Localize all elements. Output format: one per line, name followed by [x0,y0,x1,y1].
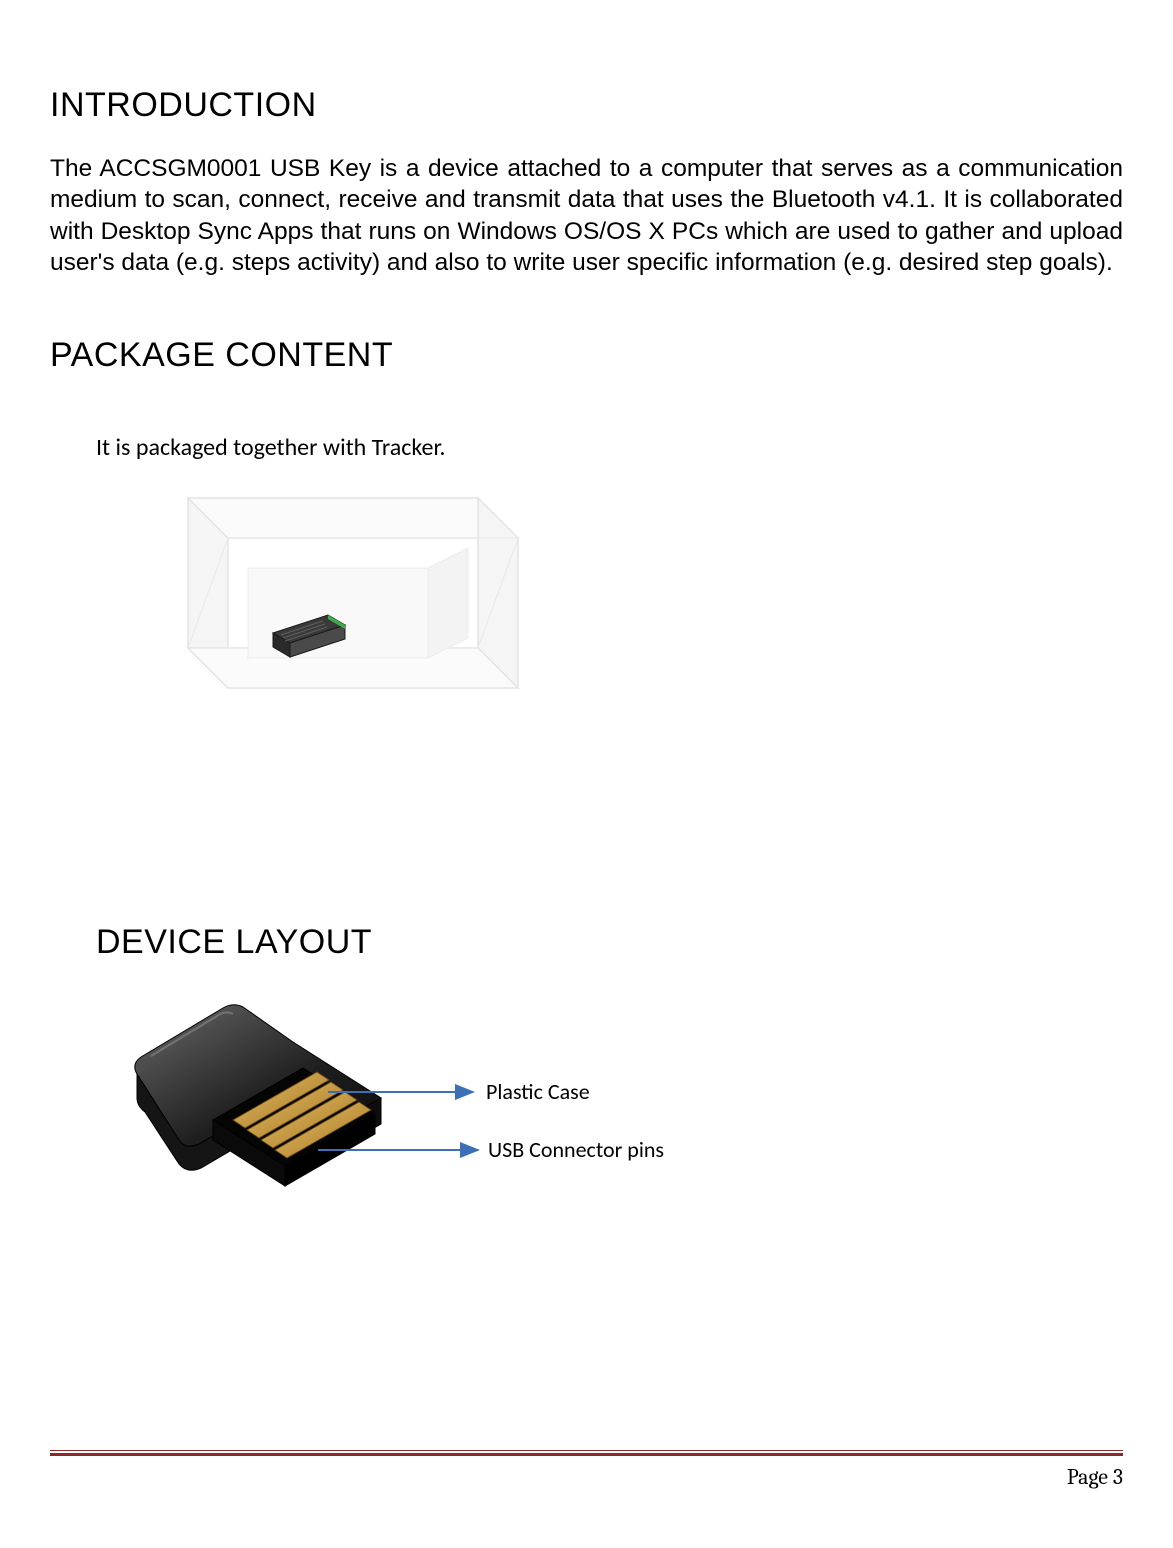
page-footer: Page 3 [50,1450,1123,1490]
device-layout-diagram: Plastic Case USB Connector pins [128,982,1123,1247]
page-number: Page 3 [50,1464,1123,1490]
heading-package-content: PACKAGE CONTENT [50,336,1123,375]
package-box-svg [128,488,538,748]
label-plastic-case: Plastic Case [486,1078,590,1105]
label-usb-pins: USB Connector pins [488,1136,664,1163]
heading-device-layout: DEVICE LAYOUT [96,923,1123,962]
device-layout-svg: Plastic Case USB Connector pins [128,982,768,1242]
document-page: INTRODUCTION The ACCSGM0001 USB Key is a… [0,0,1173,1247]
footer-rule [50,1450,1123,1456]
package-diagram [128,488,1123,753]
intro-paragraph: The ACCSGM0001 USB Key is a device attac… [50,153,1123,278]
heading-introduction: INTRODUCTION [50,86,1123,125]
package-text: It is packaged together with Tracker. [96,433,1123,462]
